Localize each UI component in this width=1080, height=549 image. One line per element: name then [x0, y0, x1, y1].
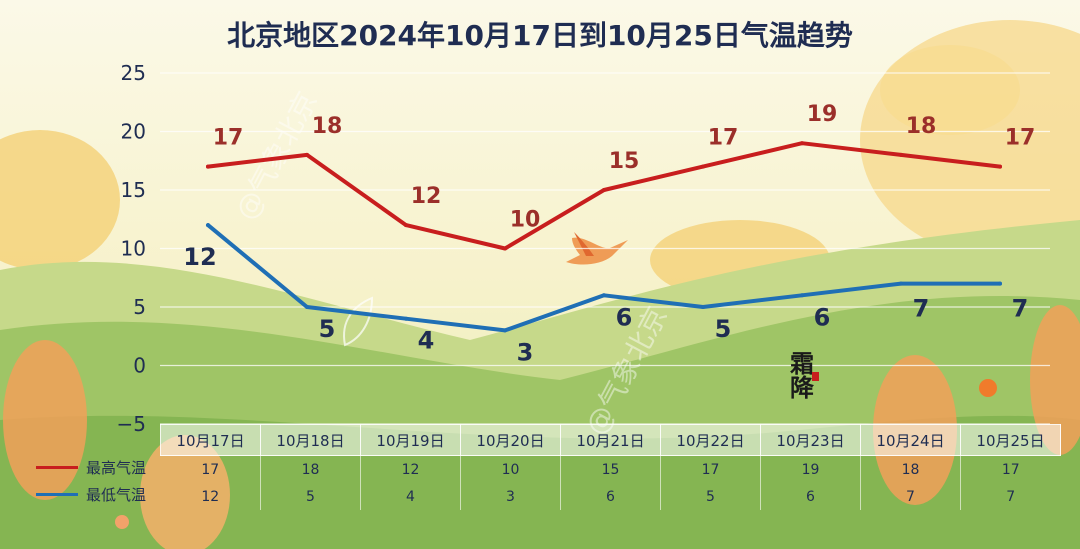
high-temp-line — [206, 141, 1002, 251]
high-temp-point — [899, 152, 903, 157]
high-temp-point — [800, 141, 804, 146]
legend-label-high: 最高气温 — [86, 459, 147, 477]
table-cell-high: 18 — [260, 455, 361, 483]
y-tick-label: 0 — [133, 354, 146, 378]
leaf-icon — [343, 296, 374, 347]
series-lines — [206, 141, 1002, 333]
high-temp-label: 10 — [510, 208, 541, 233]
y-axis: 25 20 15 10 5 0 −5 — [117, 61, 146, 436]
low-temp-label: 4 — [418, 327, 435, 355]
low-temp-point — [899, 281, 903, 286]
low-temp-point — [701, 305, 705, 309]
low-temp-label: 6 — [616, 303, 633, 331]
table-row-high: 17 18 12 10 15 17 19 18 17 — [161, 455, 1061, 483]
low-temp-label: 12 — [183, 243, 216, 271]
high-temp-label: 15 — [609, 149, 640, 174]
legend-swatch-high — [36, 466, 78, 469]
table-cell-low: 6 — [760, 483, 861, 510]
table-cell-low: 4 — [360, 483, 461, 510]
table-cell-high: 10 — [460, 455, 561, 483]
table-cell-low: 5 — [260, 483, 361, 510]
high-temp-label: 18 — [312, 114, 343, 139]
high-temp-point — [998, 164, 1002, 169]
data-labels: 17 18 12 10 15 17 19 18 17 12 5 4 3 6 5 6 7 7 — [183, 102, 1035, 366]
y-tick-label: −5 — [117, 412, 146, 436]
legend-label-low: 最低气温 — [86, 486, 147, 504]
high-temp-label: 17 — [708, 126, 739, 151]
table-cell-low: 6 — [560, 483, 661, 510]
high-temp-label: 17 — [1005, 126, 1036, 151]
high-temp-label: 17 — [213, 126, 244, 151]
table-header-cell: 10月19日 — [360, 424, 461, 456]
y-tick-label: 15 — [121, 178, 146, 202]
table-header-row: 10月17日 10月18日 10月19日 10月20日 10月21日 10月22日 10月2… — [160, 424, 1061, 456]
low-temp-point — [602, 293, 606, 298]
low-temp-point — [206, 223, 210, 228]
legend-swatch-low — [36, 493, 78, 496]
high-temp-point — [305, 152, 309, 157]
table-cell-high: 17 — [660, 455, 761, 483]
low-temp-point — [800, 293, 804, 298]
low-temp-label: 7 — [1012, 295, 1029, 323]
low-temp-label: 5 — [715, 315, 732, 343]
table-header-cell: 10月18日 — [260, 424, 361, 456]
low-temp-point — [503, 328, 507, 333]
y-tick-label: 25 — [121, 61, 146, 85]
table-cell-high: 12 — [360, 455, 461, 483]
table-row-low: 12 5 4 3 6 5 6 7 7 — [161, 483, 1061, 510]
table-header-cell: 10月25日 — [960, 424, 1061, 456]
high-temp-point — [602, 188, 606, 192]
high-temp-label: 12 — [411, 184, 442, 209]
legend-item-low: 最低气温 — [36, 484, 146, 505]
table-cell-low: 3 — [460, 483, 561, 510]
high-temp-label: 19 — [807, 102, 838, 127]
table-cell-low: 7 — [960, 483, 1061, 510]
svg-text:霜降: 霜降 — [786, 351, 815, 399]
table-header-cell: 10月17日 — [160, 424, 261, 456]
high-temp-point — [701, 164, 705, 169]
chart-title: 北京地区2024年10月17日到10月25日气温趋势 — [227, 19, 853, 52]
data-table: 10月17日 10月18日 10月19日 10月20日 10月21日 10月22日 10月2… — [160, 424, 1061, 510]
bird-icon — [566, 232, 628, 265]
table-header-cell: 10月23日 — [760, 424, 861, 456]
table-header-cell: 10月22日 — [660, 424, 761, 456]
y-tick-label: 20 — [121, 120, 146, 144]
table-cell-low: 12 — [201, 488, 220, 505]
flower-icon — [115, 379, 997, 529]
high-temp-label: 18 — [906, 114, 937, 139]
table-cell-low: 5 — [660, 483, 761, 510]
table-cell-low: 7 — [860, 483, 961, 510]
table-cell-high: 19 — [760, 455, 861, 483]
y-tick-label: 5 — [133, 295, 146, 319]
low-temp-point — [998, 281, 1002, 286]
low-temp-label: 5 — [319, 315, 336, 343]
y-tick-label: 10 — [121, 237, 146, 261]
table-cell-high: 15 — [560, 455, 661, 483]
table-cell-high: 17 — [960, 455, 1061, 483]
table-cell-high: 18 — [860, 455, 961, 483]
high-temp-point — [206, 164, 210, 169]
low-temp-label: 3 — [517, 338, 534, 366]
table-header-cell: 10月21日 — [560, 424, 661, 456]
high-temp-point — [503, 246, 507, 251]
table-cell-high: 17 — [201, 461, 220, 478]
low-temp-point — [404, 316, 408, 321]
table-header-cell: 10月20日 — [460, 424, 561, 456]
low-temp-label: 6 — [814, 303, 831, 331]
table-header-cell: 10月24日 — [860, 424, 961, 456]
high-temp-point — [404, 223, 408, 228]
low-temp-label: 7 — [913, 295, 930, 323]
legend-item-high: 最高气温 — [36, 457, 146, 478]
frost-descent-badge: 霜降 — [786, 351, 819, 399]
low-temp-point — [305, 305, 309, 309]
